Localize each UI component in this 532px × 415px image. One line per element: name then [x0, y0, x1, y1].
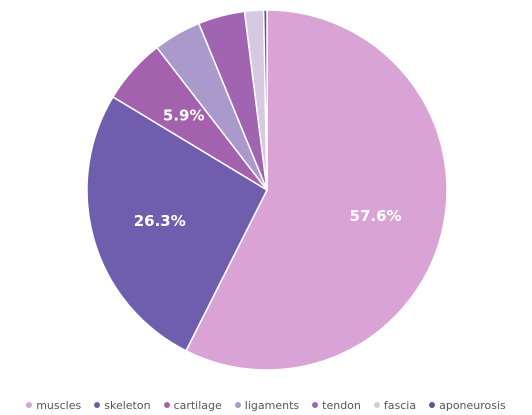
legend-label: aponeurosis — [439, 398, 506, 412]
pie-chart-svg: 57.6% 26.3% 5.9% — [86, 9, 448, 371]
data-label-muscles: 57.6% — [350, 207, 402, 225]
pie-slice-muscles[interactable] — [185, 9, 448, 371]
legend-item-aponeurosis[interactable]: aponeurosis — [429, 399, 506, 412]
data-label-cartilage: 5.9% — [163, 107, 205, 125]
legend-item-muscles[interactable]: muscles — [26, 399, 81, 412]
legend-item-ligaments[interactable]: ligaments — [234, 398, 300, 412]
data-label-skeleton: 26.3% — [134, 212, 186, 230]
legend-item-fascia[interactable]: fascia — [373, 398, 417, 412]
legend-item-tendon[interactable]: tendon — [312, 399, 361, 412]
legend-label: tendon — [322, 398, 361, 412]
legend-item-skeleton[interactable]: skeleton — [94, 398, 151, 412]
legend: muscles skeleton cartilage ligaments tendon f… — [0, 396, 532, 414]
legend-swatch — [312, 402, 319, 408]
legend-swatch — [163, 402, 170, 408]
legend-swatch — [429, 402, 436, 408]
legend-label: muscles — [36, 398, 82, 412]
pie-slice-skeleton[interactable] — [86, 96, 268, 352]
pie-slice-aponeurosis[interactable] — [262, 9, 268, 191]
legend-label: fascia — [383, 398, 417, 412]
legend-swatch — [94, 402, 101, 408]
legend-label: skeleton — [104, 398, 151, 412]
legend-swatch — [234, 402, 241, 408]
legend-swatch — [373, 402, 380, 408]
legend-label: ligaments — [244, 398, 300, 412]
legend-label: cartilage — [173, 398, 222, 412]
legend-swatch — [26, 402, 33, 408]
legend-item-cartilage[interactable]: cartilage — [163, 398, 222, 412]
